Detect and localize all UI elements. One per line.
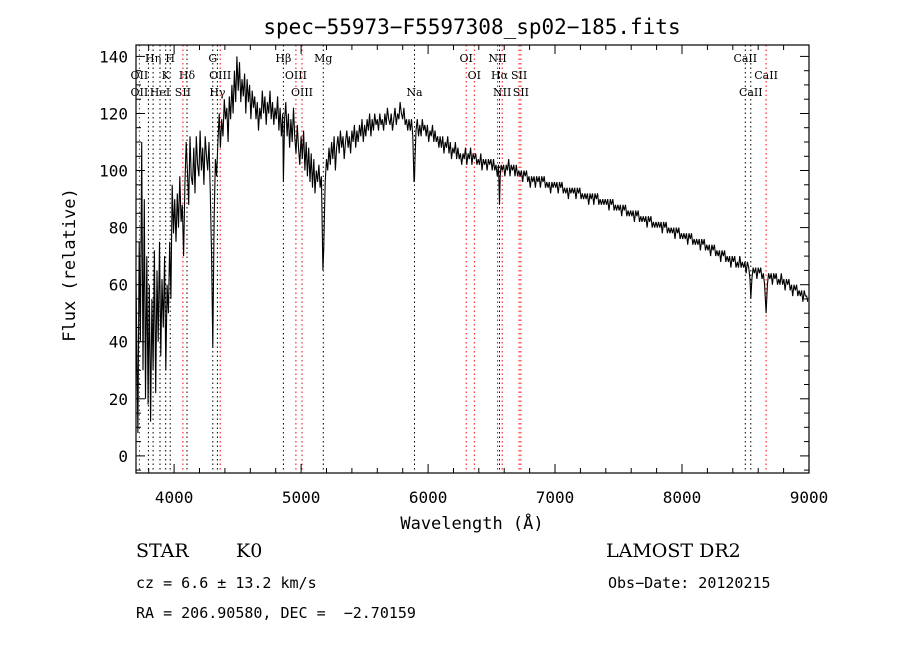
y-tick-label: 40	[109, 333, 128, 352]
x-tick-label: 4000	[155, 488, 194, 507]
line-label: Hα	[491, 69, 509, 82]
y-tick-label: 100	[99, 162, 128, 181]
x-tick-label: 6000	[409, 488, 448, 507]
line-label: Hδ	[179, 69, 196, 82]
line-label: Hη	[145, 52, 161, 65]
line-label: SII	[513, 86, 529, 99]
line-label: OIII	[291, 86, 313, 99]
observation-date: Obs−Date: 20120215	[608, 574, 771, 592]
line-label: OIII	[209, 69, 231, 82]
line-label: OII	[131, 86, 149, 99]
x-axis-label: Wavelength (Å)	[400, 512, 543, 534]
line-label: Mg	[314, 52, 332, 65]
y-axis-label: Flux (relative)	[60, 188, 80, 342]
line-label: NII	[488, 52, 506, 65]
object-subclass: K0	[236, 540, 263, 562]
line-label: Hβ	[275, 52, 291, 65]
line-label: SII	[511, 69, 527, 82]
redshift-cz: cz = 6.6 ± 13.2 km/s	[136, 574, 317, 592]
line-label: HeI	[150, 86, 170, 99]
line-label: G	[208, 52, 217, 65]
line-label: OII	[131, 69, 149, 82]
y-tick-label: 140	[99, 47, 128, 66]
line-label: CaII	[733, 52, 757, 65]
y-axis-ticks: 0 20 40 60 80 100 120 140	[99, 47, 809, 471]
y-tick-label: 120	[99, 105, 128, 124]
object-class: STAR	[136, 540, 189, 562]
line-label: H	[165, 52, 175, 65]
spectrum-series-line	[135, 56, 809, 434]
line-label: OIII	[285, 69, 307, 82]
line-label: OI	[468, 69, 481, 82]
line-label: SII	[175, 86, 191, 99]
x-axis-ticks: 4000 5000 6000 7000 8000 9000	[148, 45, 829, 507]
line-label: CaII	[739, 86, 763, 99]
line-label: Na	[406, 86, 423, 99]
x-tick-label: 8000	[663, 488, 702, 507]
line-label: K	[162, 69, 171, 82]
survey-name: LAMOST DR2	[606, 540, 741, 562]
y-tick-label: 60	[109, 276, 128, 295]
y-tick-label: 80	[109, 219, 128, 238]
line-label: CaII	[754, 69, 778, 82]
x-tick-label: 5000	[282, 488, 321, 507]
line-label: Hγ	[209, 86, 226, 99]
x-tick-label: 7000	[536, 488, 575, 507]
y-tick-label: 0	[118, 447, 128, 466]
chart-title: spec−55973−F5597308_sp02−185.fits	[263, 15, 680, 39]
x-tick-label: 9000	[790, 488, 829, 507]
line-label: OI	[460, 52, 473, 65]
line-label: NII	[493, 86, 511, 99]
plot-frame	[135, 44, 810, 474]
emission-line-markers	[138, 45, 767, 473]
coordinates: RA = 206.90580, DEC = −2.70159	[136, 604, 416, 622]
y-tick-label: 20	[109, 390, 128, 409]
